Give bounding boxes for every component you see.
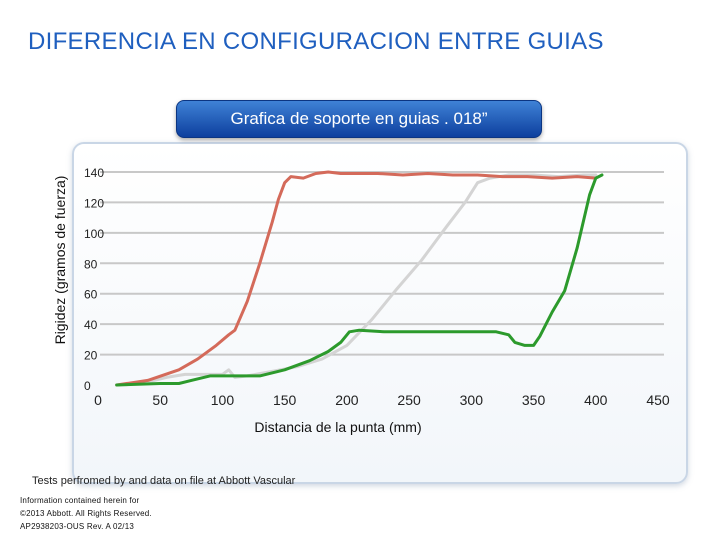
y-tick-label: 20 bbox=[84, 349, 98, 363]
x-tick-label: 150 bbox=[273, 392, 297, 408]
y-tick-label: 0 bbox=[84, 379, 91, 393]
y-tick-label: 40 bbox=[84, 318, 98, 332]
page-title: DIFERENCIA EN CONFIGURACION ENTRE GUIAS bbox=[28, 28, 604, 55]
x-tick-label: 350 bbox=[522, 392, 546, 408]
x-tick-label: 200 bbox=[335, 392, 359, 408]
legal-line: AP2938203-OUS Rev. A 02/13 bbox=[20, 522, 135, 531]
x-tick-label: 50 bbox=[152, 392, 168, 408]
y-tick-label: 140 bbox=[84, 166, 104, 180]
x-axis-title: Distancia de la punta (mm) bbox=[254, 419, 421, 435]
x-tick-label: 0 bbox=[94, 392, 102, 408]
series-line bbox=[115, 173, 598, 387]
x-tick-label: 300 bbox=[460, 392, 484, 408]
x-tick-label: 250 bbox=[397, 392, 421, 408]
x-tick-label: 400 bbox=[584, 392, 608, 408]
y-tick-label: 60 bbox=[84, 288, 98, 302]
x-tick-label: 100 bbox=[211, 392, 235, 408]
legal-line: ©2013 Abbott. All Rights Reserved. bbox=[20, 509, 152, 518]
y-axis-title: Rigidez (gramos de fuerza) bbox=[52, 176, 68, 345]
series-line bbox=[115, 173, 604, 387]
chart-frame bbox=[72, 142, 688, 484]
y-tick-label: 100 bbox=[84, 227, 104, 241]
legal-notice: Information contained herein for ©2013 A… bbox=[20, 494, 152, 533]
legal-line: Information contained herein for bbox=[20, 496, 140, 505]
series-line bbox=[115, 170, 598, 387]
chart-title: Grafica de soporte en guias . 018” bbox=[176, 100, 542, 138]
tests-note: Tests perfromed by and data on file at A… bbox=[32, 475, 296, 487]
y-tick-label: 120 bbox=[84, 196, 104, 210]
x-tick-label: 450 bbox=[646, 392, 670, 408]
y-tick-label: 80 bbox=[84, 257, 98, 271]
